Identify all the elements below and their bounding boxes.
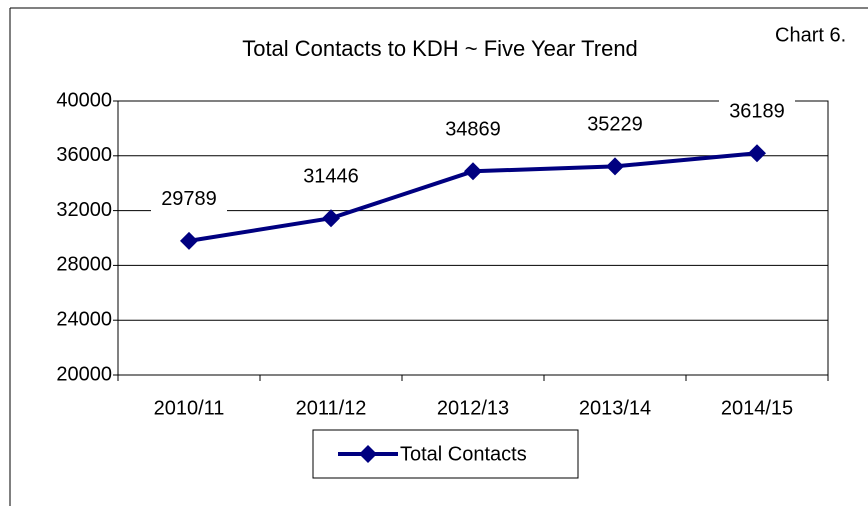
x-tick-label: 2010/11: [154, 397, 225, 419]
plot-border: [117, 100, 829, 376]
data-label-bg: [151, 185, 227, 214]
data-label-bg: [435, 116, 511, 145]
marker: [180, 231, 198, 250]
marker: [748, 144, 766, 163]
data-label: 34869: [445, 119, 501, 141]
y-tick-label: 40000: [56, 89, 112, 111]
data-label-bg: [577, 111, 653, 140]
x-tick-label: 2012/13: [437, 397, 509, 419]
y-tick-label: 20000: [56, 363, 112, 385]
y-tick-label: 24000: [56, 308, 112, 330]
data-label: 31446: [303, 165, 359, 187]
marker: [606, 157, 624, 176]
annotation: Chart 6.: [775, 24, 846, 46]
chart-title: Total Contacts to KDH ~ Five Year Trend: [242, 36, 638, 61]
y-tick-label: 36000: [56, 144, 112, 166]
x-tick-label: 2013/14: [579, 397, 651, 419]
data-label-bg: [293, 163, 369, 192]
x-tick-label: 2014/15: [721, 397, 793, 419]
legend-marker: [359, 445, 377, 463]
x-tick-label: 2011/12: [296, 397, 367, 419]
y-tick-label: 32000: [56, 199, 112, 221]
data-label: 29789: [161, 188, 217, 210]
marker: [322, 209, 340, 228]
data-label: 36189: [729, 100, 785, 122]
legend-label: Total Contacts: [400, 443, 527, 465]
marker: [464, 162, 482, 181]
y-tick-label: 28000: [56, 254, 112, 276]
data-label: 35229: [587, 114, 643, 136]
data-label-bg: [719, 98, 795, 127]
